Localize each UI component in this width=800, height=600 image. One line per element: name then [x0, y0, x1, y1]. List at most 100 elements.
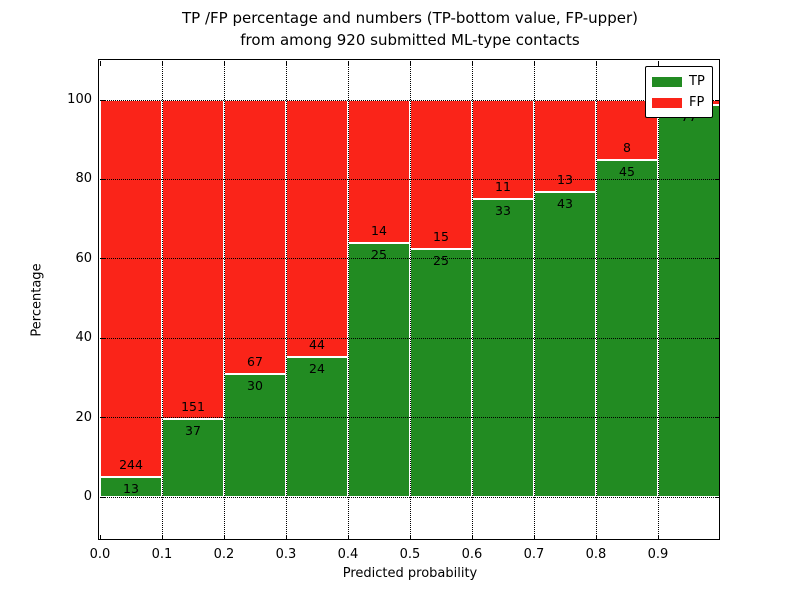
fp-count-label: 15	[433, 228, 449, 244]
gridline-vertical	[471, 61, 473, 540]
bar-segment-tp	[286, 356, 348, 497]
x-tickmark	[99, 535, 101, 540]
fp-count-label: 244	[119, 456, 143, 472]
x-tickmark-top	[161, 61, 163, 66]
fp-count-label: 8	[623, 139, 631, 155]
x-tick-label: 0.6	[461, 547, 483, 562]
gridline-vertical	[285, 61, 287, 540]
legend-label-fp: FP	[689, 95, 705, 110]
x-tickmark-top	[657, 61, 659, 66]
gridline-vertical	[223, 61, 225, 540]
x-tick-label: 0.8	[585, 547, 607, 562]
y-tickmark	[100, 178, 105, 180]
x-tickmark-top	[99, 61, 101, 66]
x-tickmark	[471, 535, 473, 540]
tp-count-label: 25	[371, 246, 387, 262]
x-tickmark-top	[409, 61, 411, 66]
x-tick-label: 0.4	[337, 547, 359, 562]
bar-segment-tp	[224, 374, 286, 497]
x-tickmark-top	[223, 61, 225, 66]
x-tickmark	[595, 535, 597, 540]
bar-segment-tp	[472, 199, 534, 497]
y-tickmark	[100, 337, 105, 339]
x-tick-label: 0.7	[523, 547, 545, 562]
x-tickmark-top	[471, 61, 473, 66]
tp-count-label: 13	[123, 480, 139, 496]
y-tickmark	[100, 496, 105, 498]
chart-title: TP /FP percentage and numbers (TP-bottom…	[100, 7, 720, 51]
gridline-vertical	[161, 61, 163, 540]
y-tickmark	[100, 258, 105, 260]
x-tick-label: 0.0	[89, 547, 111, 562]
bar-segment-fp	[224, 100, 286, 375]
bar-segment-tp	[410, 248, 472, 497]
y-tick-label: 40	[75, 330, 92, 346]
y-tickmark-right	[715, 417, 720, 419]
x-axis-label: Predicted probability	[342, 566, 478, 581]
legend-swatch-fp-icon	[652, 97, 682, 108]
fp-count-label: 14	[371, 222, 387, 238]
fp-count-label: 13	[557, 172, 573, 188]
x-tickmark	[223, 535, 225, 540]
x-tick-label: 0.2	[213, 547, 235, 562]
gridline-vertical	[347, 61, 349, 540]
y-axis-label: Percentage	[29, 263, 45, 337]
tp-count-label: 24	[309, 360, 325, 376]
x-tickmark	[409, 535, 411, 540]
x-tick-label: 0.9	[647, 547, 669, 562]
y-tickmark	[100, 99, 105, 101]
x-tickmark	[657, 535, 659, 540]
legend-swatch-tp-icon	[652, 76, 682, 87]
y-tickmark-right	[715, 337, 720, 339]
tp-count-label: 30	[247, 378, 263, 394]
plot-area: 2441315137673044241425152511331343845177	[99, 61, 720, 540]
bar-segment-fp	[410, 100, 472, 249]
gridline-vertical	[533, 61, 535, 540]
gridline-vertical	[595, 61, 597, 540]
bar-segment-tp	[534, 192, 596, 497]
x-tickmark-top	[595, 61, 597, 66]
x-tick-label: 0.3	[275, 547, 297, 562]
tp-count-label: 45	[619, 163, 635, 179]
y-tick-label: 60	[75, 250, 92, 266]
tp-count-label: 25	[433, 252, 449, 268]
gridline-vertical	[657, 61, 659, 540]
bar-segment-tp	[596, 159, 658, 497]
x-tickmark	[285, 535, 287, 540]
bar-segment-fp	[472, 100, 534, 200]
bar-segment-fp	[596, 100, 658, 160]
x-tickmark	[161, 535, 163, 540]
x-tickmark-top	[533, 61, 535, 66]
bar-segment-fp	[100, 100, 162, 477]
bar-segment-fp	[162, 100, 224, 419]
legend-row-tp: TP	[652, 71, 712, 92]
tp-count-label: 43	[557, 196, 573, 212]
tp-count-label: 33	[495, 203, 511, 219]
x-tick-label: 0.5	[399, 547, 421, 562]
y-tick-label: 80	[75, 171, 92, 187]
bar-segment-fp	[286, 100, 348, 357]
bar-segment-fp	[534, 100, 596, 193]
legend-row-fp: FP	[652, 92, 712, 113]
x-tickmark-top	[285, 61, 287, 66]
bar-segment-fp	[348, 100, 410, 243]
y-tickmark-right	[715, 496, 720, 498]
gridline-vertical	[409, 61, 411, 540]
y-tickmark-right	[715, 258, 720, 260]
x-tickmark-top	[347, 61, 349, 66]
bar-segment-tp	[162, 418, 224, 497]
legend-label-tp: TP	[689, 74, 705, 89]
tp-count-label: 37	[185, 422, 201, 438]
legend: TP FP	[645, 66, 713, 118]
fp-count-label: 67	[247, 354, 263, 370]
fp-count-label: 151	[181, 398, 205, 414]
fp-count-label: 11	[495, 179, 511, 195]
bar-segment-tp	[658, 105, 720, 497]
bar-segment-tp	[348, 242, 410, 497]
y-tickmark	[100, 417, 105, 419]
fp-count-label: 44	[309, 336, 325, 352]
x-tickmark	[347, 535, 349, 540]
chart-title-line2: from among 920 submitted ML-type contact…	[240, 31, 580, 49]
y-tickmark-right	[715, 99, 720, 101]
